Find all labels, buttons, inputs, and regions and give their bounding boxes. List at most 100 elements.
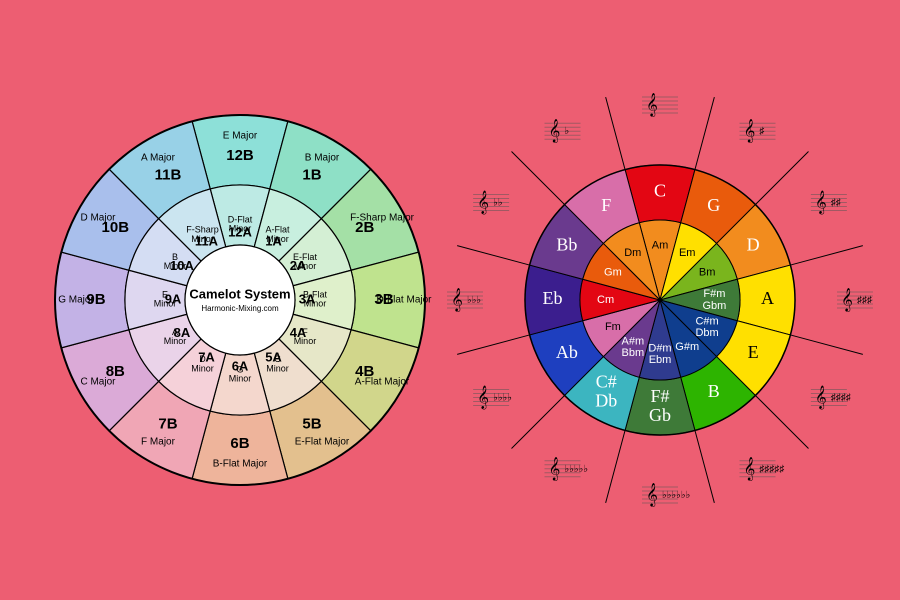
svg-text:♯♯♯: ♯♯♯	[857, 295, 872, 306]
camelot-outer-name: B Major	[305, 153, 340, 164]
svg-text:𝄞: 𝄞	[549, 120, 561, 143]
key-signature: 𝄞 ♯♯♯♯	[811, 387, 851, 410]
svg-text:♭♭: ♭♭	[493, 198, 502, 209]
key-signature: 𝄞 ♭♭♭♭	[473, 387, 512, 410]
spoke-line	[790, 335, 862, 354]
fifths-inner-label: A#mBbm	[621, 335, 644, 359]
fifths-outer-label: B	[708, 381, 720, 401]
svg-text:𝄞: 𝄞	[744, 458, 756, 481]
camelot-inner-code: 6A	[232, 358, 249, 373]
spoke-line	[457, 246, 529, 265]
svg-text:♯♯♯♯: ♯♯♯♯	[831, 393, 851, 404]
fifths-inner-label: C#mDbm	[695, 315, 718, 339]
svg-text:♭♭♭♭♭♭: ♭♭♭♭♭♭	[662, 490, 690, 501]
key-signature: 𝄞 ♭♭♭	[447, 289, 483, 312]
fifths-inner-label: Am	[652, 240, 669, 252]
fifths-outer-label: A	[761, 288, 774, 308]
camelot-outer-code: 6B	[230, 435, 249, 452]
svg-text:♯♯♯♯♯: ♯♯♯♯♯	[760, 464, 785, 475]
camelot-outer-name: A Major	[141, 153, 176, 164]
camelot-outer-name: E-Flat Major	[295, 437, 350, 448]
fifths-inner-label: D#mEbm	[648, 343, 671, 367]
svg-text:𝄞: 𝄞	[815, 192, 827, 215]
fifths-inner-label: Gm	[604, 267, 622, 279]
camelot-outer-name: E Major	[223, 131, 258, 142]
fifths-outer-label: Eb	[543, 288, 563, 308]
fifths-inner-label: G#m	[675, 341, 699, 353]
camelot-center-title: Camelot System	[189, 286, 290, 301]
svg-text:♭♭♭♭♭: ♭♭♭♭♭	[565, 464, 589, 475]
fifths-inner-label: Bm	[699, 267, 716, 279]
camelot-outer-code: 1B	[302, 166, 321, 183]
camelot-outer-name: C Major	[80, 377, 116, 388]
camelot-outer-name: D-Flat Major	[376, 295, 432, 306]
key-signature: 𝄞♯♯♯	[837, 289, 873, 312]
camelot-inner-code: 8A	[174, 325, 191, 340]
camelot-outer-name: F Major	[141, 437, 176, 448]
camelot-inner-code: 1A	[265, 233, 282, 248]
fifths-outer-label: F#Gb	[649, 386, 671, 425]
camelot-center-subtitle: Harmonic-Mixing.com	[201, 304, 279, 313]
camelot-inner-code: 4A	[290, 325, 307, 340]
key-signature: 𝄞 ♭♭♭♭♭	[545, 458, 589, 481]
svg-text:𝄞: 𝄞	[477, 192, 489, 215]
camelot-outer-name: A-Flat Major	[355, 377, 410, 388]
spoke-line	[755, 152, 808, 205]
camelot-outer-name: D Major	[80, 213, 116, 224]
key-signature: 𝄞♭	[545, 120, 581, 143]
svg-text:♯♯: ♯♯	[831, 198, 841, 209]
key-signature: 𝄞 ♭♭♭♭♭♭	[642, 484, 690, 507]
spoke-line	[790, 246, 862, 265]
camelot-inner-code: 7A	[198, 349, 215, 364]
camelot-outer-code: 11B	[155, 166, 182, 183]
fifths-outer-label: Ab	[556, 342, 578, 362]
spoke-line	[512, 395, 565, 448]
fifths-outer-label: G	[707, 195, 720, 215]
svg-text:𝄞: 𝄞	[451, 289, 463, 312]
key-signature: 𝄞 ♭♭	[473, 192, 509, 215]
key-signature: 𝄞♯	[740, 120, 776, 143]
fifths-outer-label: Bb	[556, 234, 577, 254]
camelot-outer-code: 12B	[226, 147, 254, 164]
key-signature: 𝄞 ♯♯♯♯♯	[740, 458, 785, 481]
svg-text:𝄞: 𝄞	[815, 387, 827, 410]
spoke-line	[457, 335, 529, 354]
svg-text:𝄞: 𝄞	[646, 94, 658, 117]
svg-text:♭♭♭: ♭♭♭	[467, 295, 481, 306]
key-signature: 𝄞	[642, 94, 678, 117]
svg-text:𝄞: 𝄞	[477, 387, 489, 410]
svg-text:♭: ♭	[565, 126, 570, 137]
fifths-inner-label: Em	[679, 247, 696, 259]
spoke-line	[606, 97, 625, 169]
music-wheels: 12BE MajorD-FlatMinor12A1BB MajorA-FlatM…	[0, 0, 900, 600]
svg-text:𝄞: 𝄞	[646, 484, 658, 507]
fifths-outer-label: E	[748, 342, 759, 362]
spoke-line	[695, 97, 714, 169]
camelot-inner-code: 5A	[265, 349, 282, 364]
key-signature: 𝄞 ♯♯	[811, 192, 847, 215]
svg-text:𝄞: 𝄞	[744, 120, 756, 143]
fifths-inner-label: F#mGbm	[702, 288, 726, 312]
camelot-outer-name: B-Flat Major	[213, 459, 268, 470]
svg-text:♯: ♯	[760, 126, 765, 137]
camelot-inner-code: 11A	[195, 233, 219, 248]
camelot-inner-code: 12A	[228, 224, 252, 239]
camelot-outer-code: 7B	[158, 416, 177, 433]
fifths-inner-label: Cm	[597, 294, 614, 306]
camelot-wheel: 12BE MajorD-FlatMinor12A1BB MajorA-FlatM…	[55, 115, 432, 485]
spoke-line	[606, 430, 625, 502]
svg-text:♭♭♭♭: ♭♭♭♭	[493, 393, 512, 404]
camelot-inner-code: 10A	[170, 258, 194, 273]
circle-of-fifths: 𝄞𝄞♯𝄞♯♯𝄞♯♯♯𝄞♯♯♯♯𝄞♯♯♯♯♯𝄞♭♭♭♭♭♭𝄞♭♭♭♭♭𝄞♭♭♭♭𝄞…	[447, 94, 873, 507]
fifths-inner-label: Fm	[605, 321, 621, 333]
camelot-outer-code: 5B	[302, 416, 321, 433]
camelot-inner-code: 3A	[299, 291, 316, 306]
fifths-outer-label: D	[747, 234, 760, 254]
camelot-inner-code: 2A	[290, 258, 307, 273]
camelot-outer-name: G Major	[58, 295, 94, 306]
spoke-line	[755, 395, 808, 448]
fifths-outer-label: C	[654, 181, 666, 201]
svg-text:𝄞: 𝄞	[549, 458, 561, 481]
fifths-inner-label: Dm	[624, 247, 641, 259]
camelot-inner-code: 9A	[165, 291, 182, 306]
